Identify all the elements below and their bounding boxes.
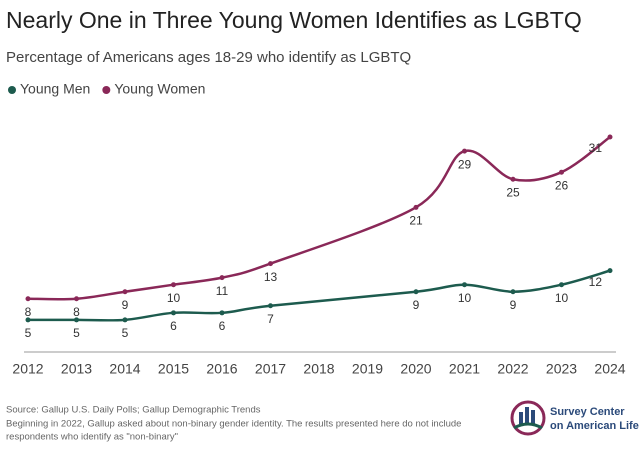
legend-label: Young Women xyxy=(114,81,205,97)
data-label: 8 xyxy=(25,305,32,319)
x-tick-label: 2014 xyxy=(109,361,140,377)
data-label: 21 xyxy=(409,214,423,228)
x-tick-label: 2017 xyxy=(255,361,286,377)
data-label: 6 xyxy=(170,319,177,333)
data-label: 25 xyxy=(506,185,520,199)
data-label: 7 xyxy=(267,312,274,326)
logo-ring xyxy=(510,400,546,436)
point xyxy=(25,296,31,302)
logo-wave xyxy=(513,422,543,430)
data-label: 10 xyxy=(167,291,181,305)
x-tick-label: 2016 xyxy=(206,361,237,377)
point xyxy=(122,317,128,323)
data-label: 31 xyxy=(589,141,603,155)
point xyxy=(559,282,564,288)
data-label: 9 xyxy=(122,298,129,312)
legend-marker xyxy=(102,86,111,94)
legend-marker xyxy=(8,86,16,94)
point xyxy=(268,261,273,267)
x-tick-label: 2024 xyxy=(594,361,625,377)
point xyxy=(510,176,516,182)
note: Beginning in 2022, Gallup asked about no… xyxy=(6,419,461,430)
point xyxy=(413,204,419,210)
x-tick-label: 2021 xyxy=(449,361,480,377)
data-label: 10 xyxy=(458,291,472,305)
point xyxy=(219,275,225,281)
chart-title: Nearly One in Three Young Women Identifi… xyxy=(6,7,582,33)
point xyxy=(462,148,467,154)
logo-text: on American Life xyxy=(550,420,639,432)
data-label: 11 xyxy=(216,284,229,298)
data-label: 6 xyxy=(219,319,226,333)
x-tick-label: 2022 xyxy=(497,361,528,377)
series-line xyxy=(28,269,611,322)
point xyxy=(607,268,613,274)
data-label: 10 xyxy=(555,291,569,305)
x-tick-label: 2012 xyxy=(12,361,43,377)
data-label: 8 xyxy=(73,305,80,319)
point xyxy=(171,310,176,316)
logo: Survey Center on American Life xyxy=(510,400,639,436)
data-label: 29 xyxy=(458,157,472,171)
x-tick-label: 2023 xyxy=(546,361,577,377)
data-label: 5 xyxy=(73,326,80,340)
point xyxy=(219,310,225,316)
point xyxy=(74,317,79,323)
logo-bar xyxy=(525,407,529,424)
point xyxy=(74,296,79,302)
source: Source: Gallup U.S. Daily Polls; Gallup … xyxy=(6,405,261,416)
x-tick-label: 2018 xyxy=(303,361,334,377)
point xyxy=(122,289,128,295)
data-label: 26 xyxy=(555,178,569,192)
x-tick-label: 2019 xyxy=(352,361,383,377)
data-label: 5 xyxy=(122,326,129,340)
point xyxy=(462,282,467,288)
point xyxy=(559,169,564,175)
logo-text: Survey Center xyxy=(550,406,625,418)
chart-subtitle: Percentage of Americans ages 18-29 who i… xyxy=(6,49,411,66)
x-tick-label: 2015 xyxy=(158,361,189,377)
x-tick-label: 2013 xyxy=(61,361,92,377)
point xyxy=(510,289,516,295)
point xyxy=(171,282,176,288)
data-label: 9 xyxy=(510,298,517,312)
data-label: 9 xyxy=(413,298,420,312)
point xyxy=(607,134,613,140)
data-label: 5 xyxy=(25,326,32,340)
point xyxy=(413,289,419,295)
point xyxy=(268,303,273,309)
legend-label: Young Men xyxy=(20,81,90,97)
logo-bar xyxy=(531,410,535,424)
series-line xyxy=(27,136,611,301)
data-label: 13 xyxy=(264,270,278,284)
point xyxy=(25,317,31,323)
data-label: 12 xyxy=(589,275,603,289)
logo-bar xyxy=(519,412,523,424)
note: respondents who identify as "non-binary" xyxy=(6,432,178,443)
x-tick-label: 2020 xyxy=(400,361,431,377)
